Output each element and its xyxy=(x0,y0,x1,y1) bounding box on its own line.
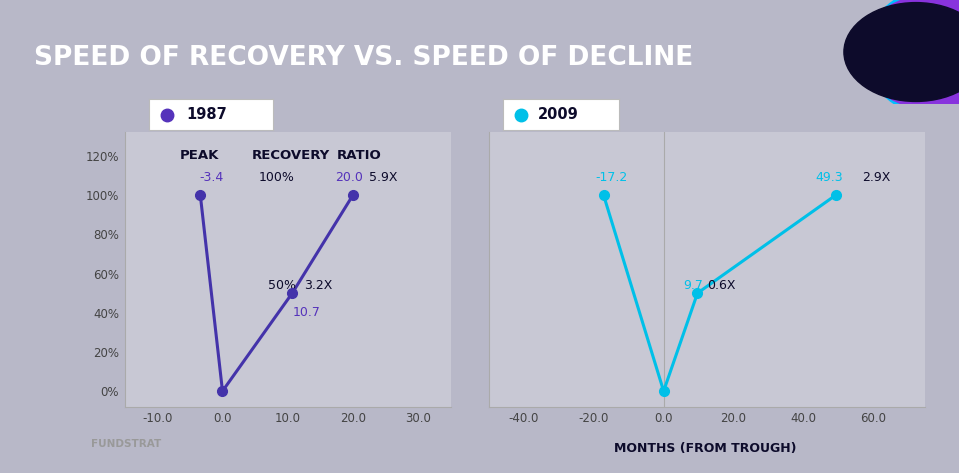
Text: RATIO: RATIO xyxy=(337,149,382,162)
Text: 2.9X: 2.9X xyxy=(862,171,891,184)
Text: 0.6X: 0.6X xyxy=(708,279,736,292)
Text: 5.9X: 5.9X xyxy=(369,171,398,184)
Text: 10.7: 10.7 xyxy=(292,306,320,319)
Text: PEAK: PEAK xyxy=(180,149,220,162)
Text: 49.3: 49.3 xyxy=(815,171,843,184)
Ellipse shape xyxy=(863,0,959,125)
Text: SPEED OF RECOVERY VS. SPEED OF DECLINE: SPEED OF RECOVERY VS. SPEED OF DECLINE xyxy=(34,45,692,71)
Ellipse shape xyxy=(858,0,959,112)
Text: FUNDSTRAT: FUNDSTRAT xyxy=(91,439,161,449)
Text: 1987: 1987 xyxy=(186,107,226,122)
Text: 9.7: 9.7 xyxy=(683,279,703,292)
Text: 3.2X: 3.2X xyxy=(304,279,333,292)
Text: -17.2: -17.2 xyxy=(596,171,628,184)
Text: -3.4: -3.4 xyxy=(199,171,223,184)
Ellipse shape xyxy=(844,3,959,102)
Text: 2009: 2009 xyxy=(538,107,578,122)
Text: 50%: 50% xyxy=(269,279,296,292)
Text: 20.0: 20.0 xyxy=(335,171,363,184)
Text: RECOVERY: RECOVERY xyxy=(252,149,330,162)
Text: 100%: 100% xyxy=(258,171,294,184)
Text: MONTHS (FROM TROUGH): MONTHS (FROM TROUGH) xyxy=(614,442,796,455)
